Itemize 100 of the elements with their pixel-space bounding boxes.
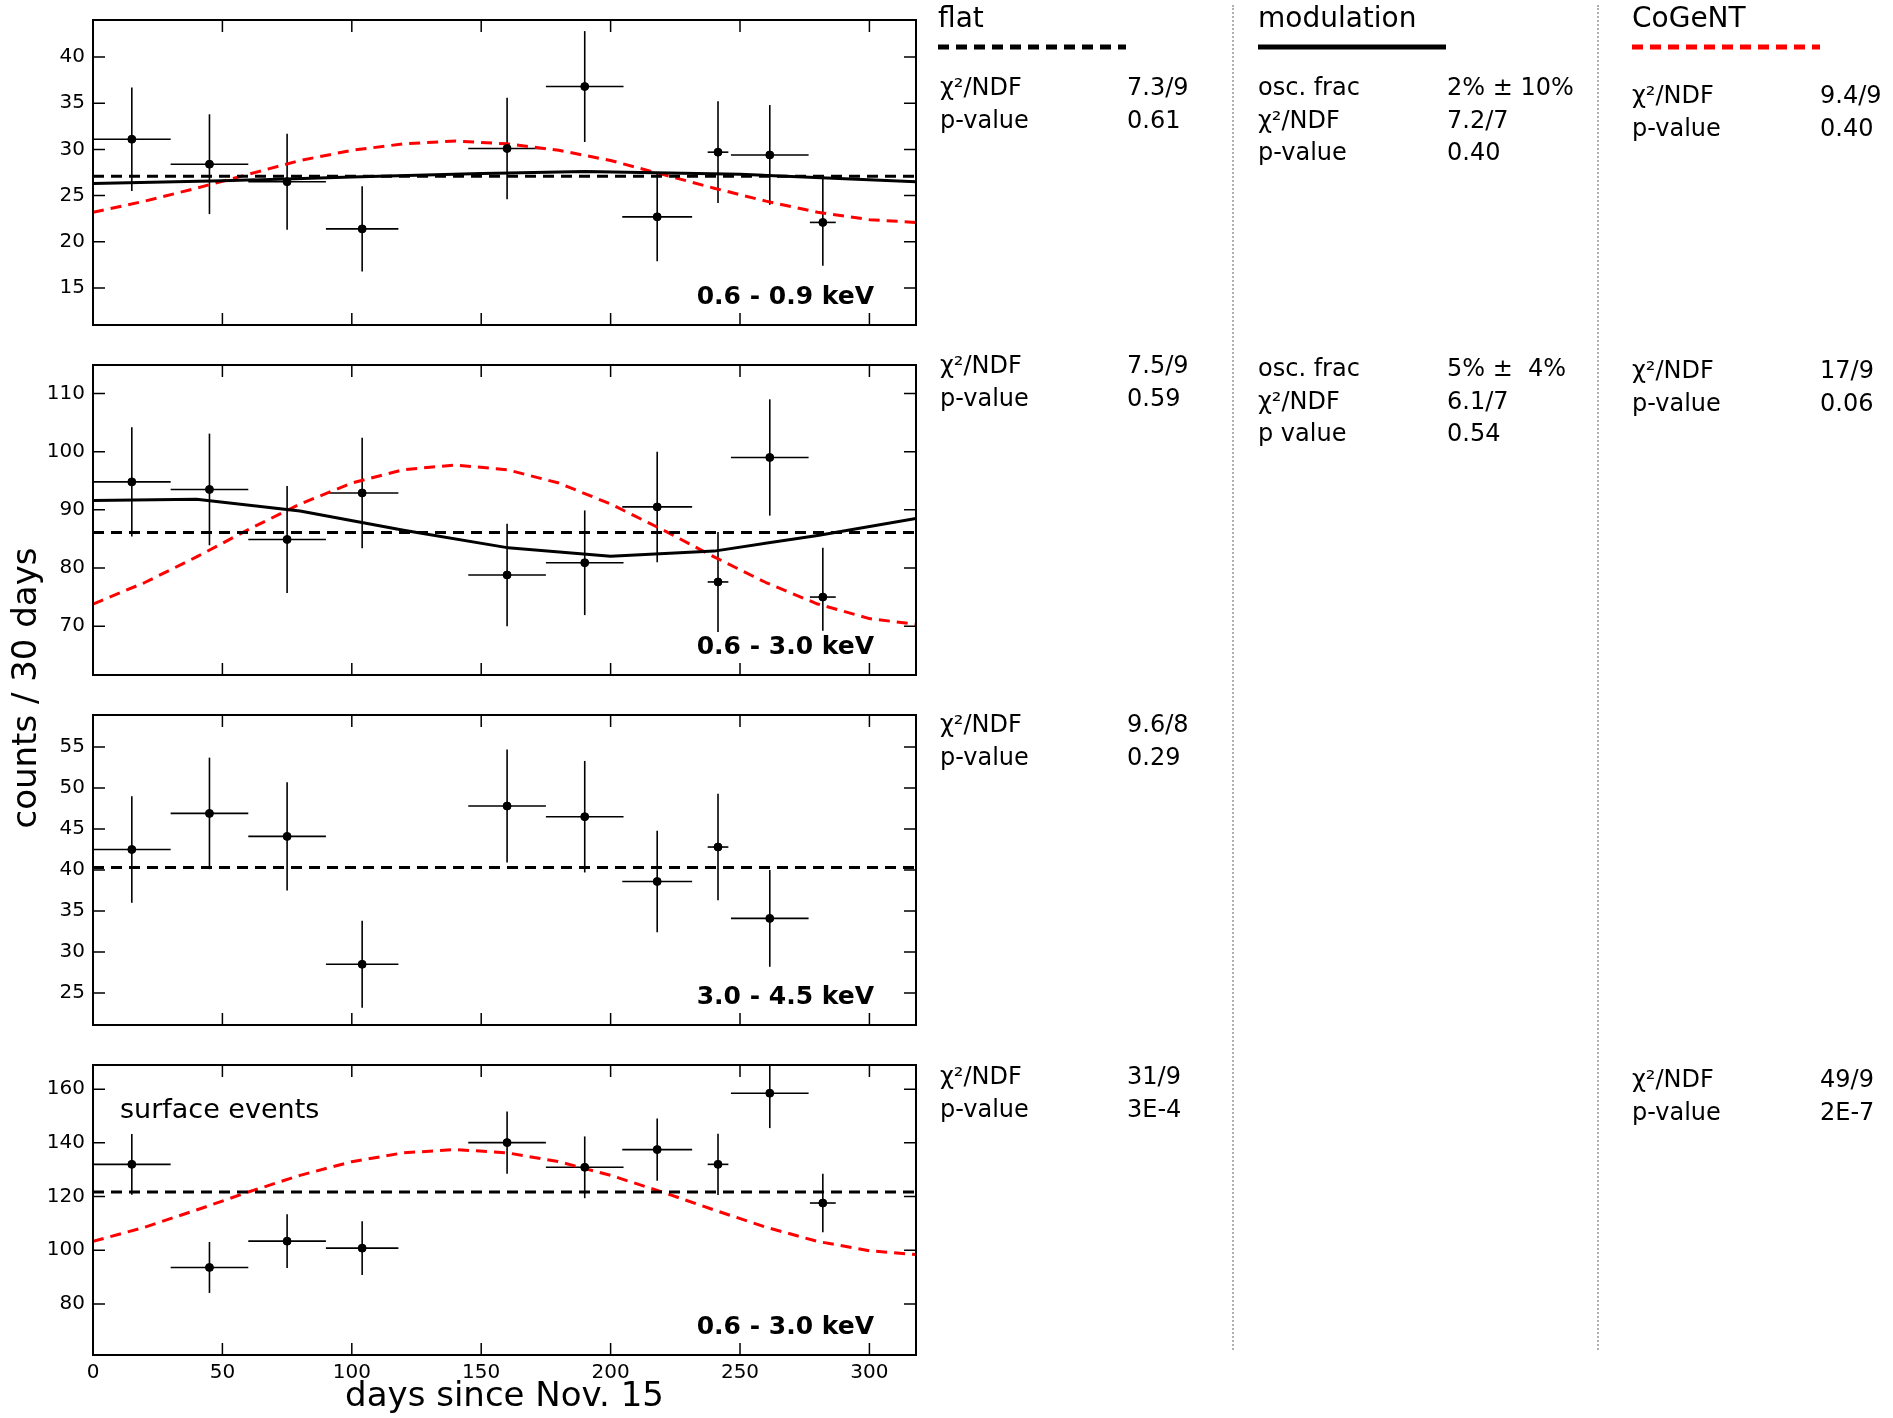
point (502, 570, 512, 580)
point (765, 150, 775, 160)
annotation: surface events (120, 1093, 320, 1125)
x-tick-label: 0 (86, 1359, 100, 1384)
text: 0.29 (1127, 742, 1181, 771)
point (357, 488, 367, 498)
text: χ²/NDF (1632, 356, 1714, 385)
y-tick-label: 35 (59, 897, 85, 922)
y-tick-label: 160 (46, 1075, 85, 1100)
text: modulation (1258, 1, 1417, 35)
text: 7.5/9 (1127, 351, 1189, 380)
text: χ²/NDF (1632, 81, 1714, 110)
y-tick-label: 30 (59, 938, 85, 963)
point (282, 1236, 292, 1246)
text: 49/9 (1820, 1065, 1874, 1094)
y-tick-label: 40 (59, 43, 85, 68)
point (502, 143, 512, 153)
y-tick-label: 140 (46, 1129, 85, 1154)
text: osc. frac (1258, 73, 1360, 102)
line-series (93, 139, 916, 224)
y-tick-label: 90 (59, 496, 85, 521)
text: χ²/NDF (940, 351, 1022, 380)
text: p-value (1632, 1097, 1721, 1126)
text: 7.3/9 (1127, 73, 1189, 102)
text: 0.06 (1820, 388, 1874, 417)
y-tick-label: 120 (46, 1182, 85, 1207)
y-tick-label: 50 (59, 774, 85, 799)
x-tick-label: 300 (850, 1359, 889, 1384)
text: 9.6/8 (1127, 710, 1189, 739)
y-tick-label: 20 (59, 228, 85, 253)
y-tick-label: 30 (59, 135, 85, 160)
point (127, 845, 137, 854)
point (765, 452, 775, 462)
point (204, 159, 214, 169)
point (204, 808, 214, 818)
text: 17/9 (1820, 356, 1874, 385)
text: 5% ± 4% (1447, 354, 1567, 383)
point (652, 502, 662, 512)
point (652, 1145, 662, 1155)
y-axis-title: counts / 30 days (4, 547, 44, 829)
y-tick-label: 110 (46, 379, 85, 404)
y-tick-label: 80 (59, 554, 85, 579)
annotation: 0.6 - 3.0 keV (696, 630, 875, 660)
annotation: 0.6 - 3.0 keV (696, 1310, 875, 1340)
point (127, 134, 137, 144)
text: 0.54 (1447, 419, 1501, 448)
text: CoGeNT (1632, 1, 1747, 35)
text: 0.40 (1820, 113, 1874, 142)
point (204, 1262, 214, 1272)
point (818, 1198, 828, 1208)
text: χ²/NDF (940, 73, 1022, 102)
y-tick-label: 80 (59, 1290, 85, 1315)
point (204, 484, 214, 494)
point (282, 831, 292, 841)
text: osc. frac (1258, 354, 1360, 383)
y-tick-label: 25 (59, 181, 85, 206)
text: χ²/NDF (940, 1062, 1022, 1091)
text: p-value (1632, 388, 1721, 417)
text: 3E-4 (1127, 1094, 1182, 1123)
text: p value (1258, 419, 1347, 448)
point (765, 913, 775, 923)
point (357, 224, 367, 234)
text: p-value (940, 383, 1029, 412)
point (580, 812, 590, 822)
text: 2% ± 10% (1447, 73, 1574, 102)
text: 0.61 (1127, 105, 1181, 134)
text: p-value (1632, 113, 1721, 142)
point (357, 1243, 367, 1253)
text: p-value (1258, 138, 1347, 167)
text: flat (938, 1, 984, 35)
text: 7.2/7 (1447, 105, 1509, 134)
y-tick-label: 70 (59, 612, 85, 637)
text: p-value (940, 742, 1029, 771)
point (580, 558, 590, 568)
y-tick-label: 35 (59, 89, 85, 114)
annotation: 0.6 - 0.9 keV (696, 280, 875, 310)
point (818, 217, 828, 227)
point (502, 801, 512, 811)
y-tick-label: 40 (59, 856, 85, 881)
text: χ²/NDF (1258, 105, 1340, 134)
text: χ²/NDF (1258, 386, 1340, 415)
text: 6.1/7 (1447, 386, 1509, 415)
text: χ²/NDF (1632, 1065, 1714, 1094)
y-tick-label: 100 (46, 1236, 85, 1261)
point (580, 82, 590, 92)
text: 0.40 (1447, 138, 1501, 167)
x-tick-label: 150 (462, 1359, 501, 1384)
annotation: 3.0 - 4.5 keV (696, 980, 875, 1010)
point (713, 1159, 723, 1169)
point (282, 177, 292, 187)
point (282, 534, 292, 544)
point (713, 842, 723, 852)
point (765, 1088, 775, 1098)
y-tick-label: 25 (59, 979, 85, 1004)
point (357, 959, 367, 969)
x-tick-label: 50 (209, 1359, 236, 1384)
text: p-value (940, 1094, 1029, 1123)
point (127, 477, 137, 487)
text: 2E-7 (1820, 1097, 1875, 1126)
point (580, 1162, 590, 1172)
